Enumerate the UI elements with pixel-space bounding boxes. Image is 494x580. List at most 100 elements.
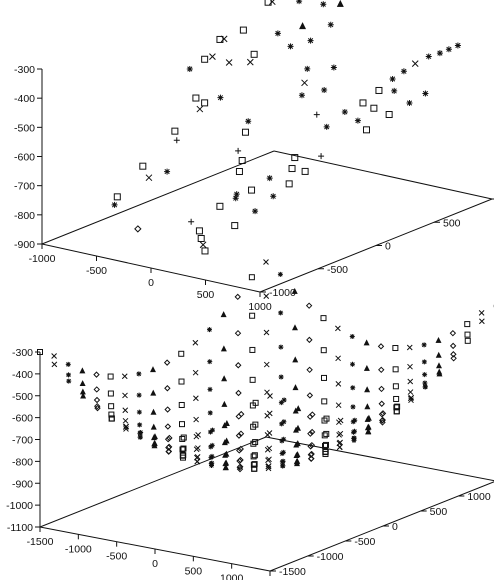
marker-triangle <box>294 440 301 447</box>
marker-square <box>323 441 329 448</box>
marker-triangle <box>220 345 227 352</box>
marker-star <box>111 201 118 208</box>
x-tick-label: -1500 <box>27 536 54 548</box>
marker-diamond <box>305 302 313 309</box>
marker-square <box>252 421 259 428</box>
marker-square <box>195 227 203 235</box>
marker-x <box>335 402 342 409</box>
marker-plus <box>173 137 180 144</box>
marker-diamond <box>450 355 457 362</box>
marker-star <box>280 463 286 469</box>
marker-square <box>249 346 256 353</box>
marker-x <box>267 393 273 399</box>
data-points <box>111 0 461 255</box>
marker-x <box>301 79 308 87</box>
marker-triangle <box>363 364 370 371</box>
marker-triangle <box>364 386 371 393</box>
marker-square <box>363 126 370 134</box>
marker-square <box>239 26 247 34</box>
marker-diamond <box>234 293 241 301</box>
marker-square <box>108 415 115 422</box>
y-tick-label: -500 <box>327 264 348 276</box>
marker-square <box>359 99 367 107</box>
marker-diamond <box>309 411 316 418</box>
marker-diamond <box>237 430 245 437</box>
marker-diamond <box>164 406 171 413</box>
marker-triangle <box>435 336 442 343</box>
marker-square <box>285 180 293 188</box>
marker-diamond <box>235 362 242 369</box>
marker-x <box>195 445 201 451</box>
marker-star <box>278 374 284 380</box>
marker-diamond <box>306 366 313 374</box>
marker-x <box>246 58 254 66</box>
z-tick-label: -1000 <box>6 500 33 512</box>
marker-diamond <box>235 432 243 439</box>
marker-star <box>422 90 429 97</box>
marker-x <box>194 458 201 465</box>
marker-star <box>330 64 337 71</box>
marker-diamond <box>93 396 101 404</box>
marker-star <box>66 378 72 384</box>
marker-square <box>392 366 399 373</box>
marker-star <box>136 409 142 415</box>
marker-triangle <box>221 400 228 407</box>
y-tick-label: -500 <box>354 536 375 548</box>
marker-square <box>179 421 185 428</box>
back-floor-line <box>273 150 493 200</box>
y-tick-label: -1000 <box>317 551 344 563</box>
marker-triangle <box>435 351 442 358</box>
z-tick-label: -700 <box>14 181 35 193</box>
marker-x <box>145 174 153 182</box>
marker-triangle <box>151 439 158 446</box>
marker-square <box>178 378 185 385</box>
marker-x <box>122 417 129 424</box>
z-tick-label: -500 <box>14 122 35 134</box>
marker-diamond <box>165 448 173 455</box>
marker-square <box>238 157 246 165</box>
marker-x <box>407 389 414 395</box>
marker-diamond <box>379 416 386 424</box>
marker-triangle <box>365 423 372 430</box>
marker-triangle <box>292 324 298 331</box>
marker-star <box>354 117 361 124</box>
marker-diamond <box>237 456 244 464</box>
marker-square <box>201 247 209 255</box>
marker-x <box>194 454 201 460</box>
marker-x <box>406 344 413 351</box>
marker-triangle <box>299 22 307 30</box>
marker-square <box>113 193 121 201</box>
marker-plus <box>313 111 320 118</box>
marker-star <box>209 460 215 466</box>
marker-x <box>266 410 273 417</box>
marker-triangle <box>364 403 371 410</box>
marker-star <box>280 458 286 464</box>
marker-star <box>210 427 215 433</box>
marker-star <box>436 50 443 57</box>
marker-star <box>252 208 259 215</box>
marker-diamond <box>308 428 316 436</box>
x-tick-label: 0 <box>152 558 158 570</box>
marker-square <box>250 453 257 460</box>
z-tick-label: -900 <box>12 478 33 490</box>
marker-diamond <box>164 436 172 443</box>
marker-star <box>137 434 143 440</box>
marker-x <box>408 394 415 401</box>
marker-triangle <box>152 433 158 440</box>
marker-square <box>323 430 330 437</box>
marker-diamond <box>234 329 242 337</box>
marker-x <box>337 430 344 437</box>
marker-square <box>321 374 327 381</box>
marker-square <box>201 99 209 107</box>
marker-x <box>479 318 485 325</box>
marker-square <box>192 94 200 102</box>
marker-x <box>192 339 199 346</box>
marker-star <box>389 75 396 82</box>
marker-star <box>421 342 427 348</box>
marker-diamond <box>377 343 385 350</box>
marker-triangle <box>223 450 230 457</box>
marker-triangle <box>79 367 86 374</box>
marker-square <box>251 452 258 459</box>
marker-triangle <box>292 356 299 363</box>
